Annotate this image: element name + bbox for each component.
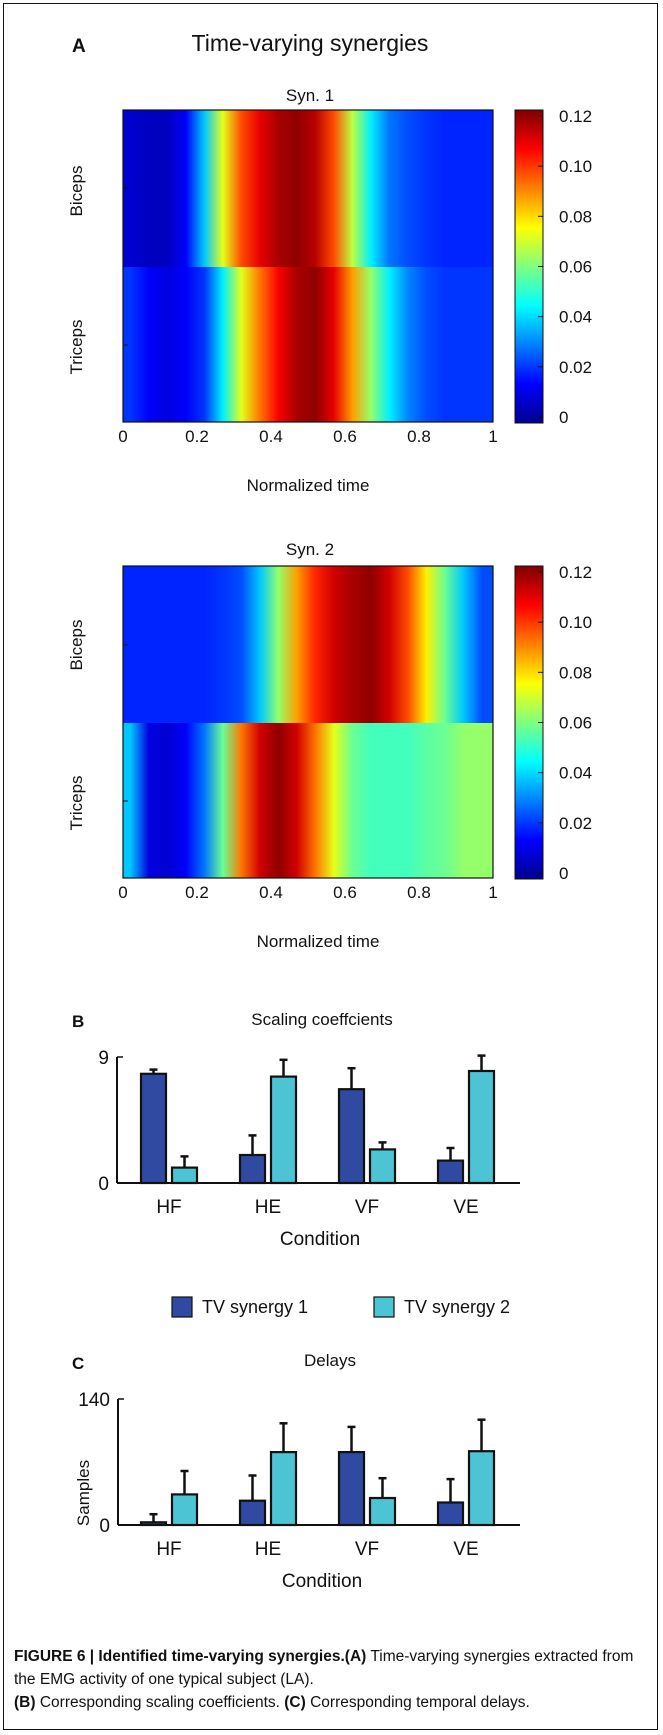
barC-xlabel: Condition — [282, 1571, 362, 1592]
heatmap-2-colorbar-tick: 0.10 — [559, 613, 592, 632]
barB-ytick-label: 9 — [98, 1048, 109, 1069]
heatmap-syn-2: Syn. 2 Biceps Triceps 0 0.2 0.4 0.6 0.8 1 Nor… — [67, 540, 592, 951]
caption-text-a: Time-varying synergies extracted from th… — [14, 1648, 634, 1688]
heatmap-2-colorbar-tick: 0.04 — [559, 764, 592, 783]
heatmap-1-colorbar-tick: 0.12 — [559, 107, 592, 126]
barC-category-label: VE — [453, 1539, 478, 1560]
heatmap-1-colorbar-tick: 0.10 — [559, 157, 592, 176]
barC-bar-ve-s1 — [436, 1501, 465, 1527]
barB-bar-hf-s2 — [170, 1166, 199, 1185]
barB-bar-hf-s1 — [139, 1072, 168, 1185]
heatmap-2-colorbar-tick: 0.06 — [559, 714, 592, 733]
panel-label-c: C — [72, 1354, 84, 1373]
heatmap-2-row-triceps — [123, 723, 493, 878]
barB-xlabel: Condition — [280, 1229, 360, 1250]
heatmap-1-colorbar-tick: 0.02 — [559, 358, 592, 377]
heatmap-2-row-biceps — [123, 566, 493, 723]
heatmap-1-title: Syn. 1 — [286, 86, 334, 105]
heatmap-2-title: Syn. 2 — [286, 540, 334, 559]
barB-bar-ve-s1 — [436, 1159, 465, 1185]
barB-category-label: VF — [355, 1197, 379, 1218]
barC-bar-hf-s1 — [139, 1521, 168, 1527]
heatmap-1-colorbar-tick: 0 — [559, 408, 568, 427]
barC-bar-he-s1 — [238, 1499, 267, 1527]
heatmap-2-xtick-label: 0.2 — [185, 883, 209, 902]
heatmap-2-xtick-label: 0 — [118, 883, 127, 902]
barC-bar-vf-s1 — [337, 1450, 366, 1527]
barB-bar-ve-s2 — [467, 1069, 496, 1185]
barC-category-label: VF — [355, 1539, 379, 1560]
legend-label-synergy-1: TV synergy 1 — [202, 1297, 308, 1317]
heatmap-1-row-biceps — [123, 110, 493, 267]
heatmap-1-xtick-label: 0.8 — [407, 427, 431, 446]
heatmap-1-xtick-label: 0.4 — [259, 427, 283, 446]
caption-tag-c: (C) — [284, 1694, 306, 1711]
bar-c-title: Delays — [304, 1351, 356, 1370]
legend-label-synergy-2: TV synergy 2 — [404, 1297, 510, 1317]
bar-chart-scaling: 9 0 HF HE VF VE Condition — [98, 1048, 520, 1250]
heatmap-1-row-label-biceps: Biceps — [67, 165, 86, 216]
bar-b-title: Scaling coeffcients — [251, 1010, 392, 1029]
barC-category-label: HE — [255, 1539, 281, 1560]
barB-category-label: HF — [156, 1197, 181, 1218]
panel-label-a: A — [72, 36, 86, 57]
barB-category-label: VE — [453, 1197, 478, 1218]
figure-caption: FIGURE 6 | Identified time-varying syner… — [14, 1645, 644, 1714]
panel-a-title: Time-varying synergies — [192, 30, 429, 56]
heatmap-2-xtick-label: 1 — [488, 883, 497, 902]
barC-category-label: HF — [156, 1539, 181, 1560]
legend-swatch-synergy-1 — [171, 1296, 193, 1318]
barB-bar-he-s1 — [238, 1153, 267, 1185]
heatmap-2-row-label-triceps: Triceps — [67, 775, 86, 830]
barB-ytick-label: 0 — [98, 1174, 109, 1195]
heatmap-2-xtick-label: 0.8 — [407, 883, 431, 902]
barC-ytick-label: 140 — [78, 1390, 110, 1411]
heatmap-2-xtick-label: 0.6 — [333, 883, 357, 902]
heatmap-1-colorbar-tick: 0.06 — [559, 258, 592, 277]
heatmap-2-xtick-label: 0.4 — [259, 883, 283, 902]
bar-c-ylabel: Samples — [74, 1460, 93, 1526]
heatmap-1-colorbar-tick: 0.08 — [559, 207, 592, 226]
caption-text-b: Corresponding scaling coefficients. — [35, 1694, 280, 1711]
barC-bar-ve-s2 — [467, 1450, 496, 1527]
barB-category-label: HE — [255, 1197, 281, 1218]
legend-swatch-synergy-2 — [373, 1296, 395, 1318]
barB-bar-vf-s2 — [368, 1148, 397, 1185]
heatmap-1-xtick-label: 0 — [118, 427, 127, 446]
figure-frame — [3, 3, 658, 1730]
barC-ytick-label: 0 — [99, 1516, 110, 1537]
bar-chart-delays: 140 0 HF HE VF VE Condition — [78, 1390, 520, 1592]
caption-tag-b: (B) — [14, 1694, 36, 1711]
heatmap-2-colorbar-tick: 0.12 — [559, 563, 592, 582]
heatmap-1-row-label-triceps: Triceps — [67, 319, 86, 374]
heatmap-1-xtick-label: 0.6 — [333, 427, 357, 446]
heatmap-1-colorbar-tick: 0.04 — [559, 308, 592, 327]
barC-bar-hf-s2 — [170, 1493, 199, 1527]
barB-bar-he-s2 — [269, 1075, 298, 1185]
heatmap-2-colorbar-tick: 0 — [559, 864, 568, 883]
caption-tag-a: (A) — [344, 1648, 367, 1665]
heatmap-2-colorbar-tick: 0.08 — [559, 663, 592, 682]
heatmap-2-row-label-biceps: Biceps — [67, 619, 86, 670]
panel-label-b: B — [72, 1012, 84, 1031]
heatmap-syn-1: Syn. 1 Biceps Triceps 0 0.2 0.4 0.6 0.8 1 Nor… — [67, 86, 592, 495]
figure-canvas: A Time-varying synergies Syn. 1 Biceps T… — [67, 30, 592, 1592]
heatmap-1-row-triceps — [123, 267, 493, 422]
caption-text-c: Corresponding temporal delays. — [305, 1694, 530, 1711]
heatmap-1-xlabel: Normalized time — [247, 476, 370, 495]
barB-bar-vf-s1 — [337, 1088, 366, 1185]
barC-bar-he-s2 — [269, 1450, 298, 1527]
heatmap-2-colorbar-tick: 0.02 — [559, 814, 592, 833]
heatmap-2-xlabel: Normalized time — [257, 932, 380, 951]
heatmap-1-xtick-label: 1 — [488, 427, 497, 446]
heatmap-1-xtick-label: 0.2 — [185, 427, 209, 446]
barC-bar-vf-s2 — [368, 1496, 397, 1527]
legend: TV synergy 1 TV synergy 2 — [171, 1296, 510, 1318]
caption-fig-label: FIGURE 6 | Identified time-varying syner… — [14, 1648, 345, 1665]
